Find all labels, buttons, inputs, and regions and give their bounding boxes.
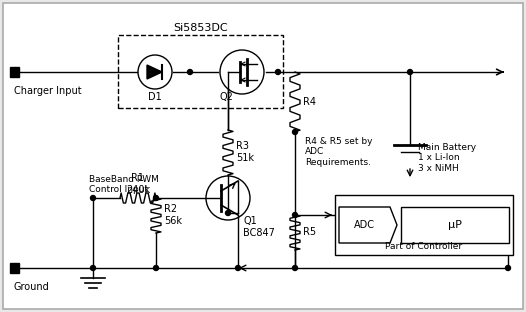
Circle shape (292, 266, 298, 271)
Text: Ground: Ground (14, 282, 50, 292)
Circle shape (90, 266, 96, 271)
Text: D1: D1 (148, 92, 162, 102)
Text: R4 & R5 set by
ADC
Requirements.: R4 & R5 set by ADC Requirements. (305, 137, 372, 167)
Text: R2
56k: R2 56k (164, 204, 182, 226)
Circle shape (292, 129, 298, 134)
Text: BaseBand PWM
Control Input: BaseBand PWM Control Input (89, 175, 159, 194)
Circle shape (154, 196, 158, 201)
Polygon shape (339, 207, 397, 243)
Text: Si5853DC: Si5853DC (173, 23, 228, 33)
Text: ADC: ADC (353, 220, 375, 230)
Text: R5: R5 (303, 227, 316, 237)
Circle shape (408, 70, 412, 75)
Circle shape (236, 266, 240, 271)
Circle shape (276, 70, 280, 75)
Bar (118, 35, 283, 108)
Bar (10, 67, 19, 77)
Circle shape (154, 266, 158, 271)
Polygon shape (147, 65, 162, 79)
Text: μP: μP (448, 220, 462, 230)
Circle shape (90, 196, 96, 201)
Circle shape (226, 211, 230, 216)
Circle shape (292, 212, 298, 217)
Text: R4: R4 (303, 97, 316, 107)
Text: Main Battery
1 x Li-Ion
3 x NiMH: Main Battery 1 x Li-Ion 3 x NiMH (418, 143, 476, 173)
Bar (401, 207, 509, 243)
Circle shape (187, 70, 193, 75)
Text: Q1
BC847: Q1 BC847 (243, 216, 275, 238)
Text: R3
51k: R3 51k (236, 141, 254, 163)
Bar (10, 263, 19, 273)
Circle shape (505, 266, 511, 271)
Bar (335, 195, 513, 255)
Text: R1
240k: R1 240k (126, 173, 150, 195)
Text: Q2: Q2 (220, 92, 234, 102)
Text: Charger Input: Charger Input (14, 86, 82, 96)
Text: Part of Controller: Part of Controller (386, 242, 462, 251)
